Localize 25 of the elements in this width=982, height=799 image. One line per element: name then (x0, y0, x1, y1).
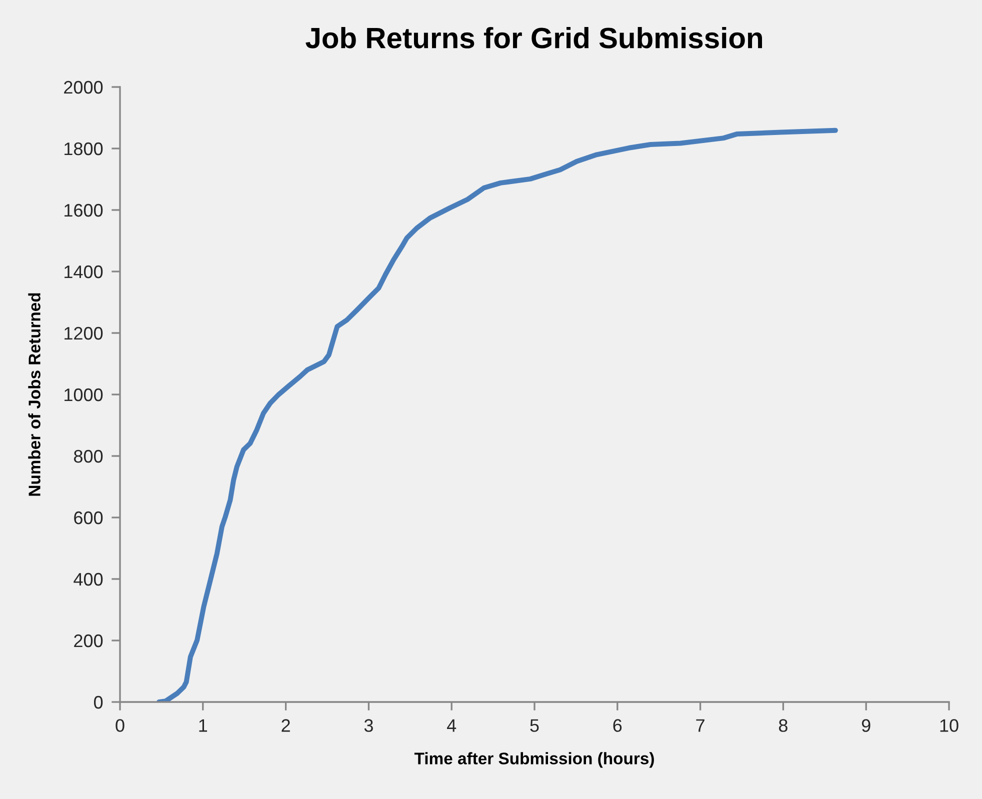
x-tick-label: 1 (199, 719, 208, 732)
y-tick-label: 1200 (64, 326, 103, 340)
x-tick-label: 5 (530, 719, 539, 732)
y-tick-label: 200 (74, 634, 103, 648)
y-tick-label: 1800 (64, 142, 103, 156)
y-tick-label: 600 (74, 511, 103, 524)
y-tick-label: 800 (74, 450, 103, 463)
x-tick-label: 6 (613, 719, 622, 732)
y-tick-label: 0 (94, 696, 103, 709)
x-tick-label: 9 (862, 719, 870, 732)
x-tick-label: 0 (116, 719, 124, 732)
y-tick-label: 400 (74, 572, 103, 586)
x-tick-label: 8 (778, 719, 788, 732)
x-tick-label: 3 (364, 719, 373, 732)
x-tick-label: 10 (940, 719, 958, 732)
y-axis-title: Number of Jobs Returned (28, 293, 40, 496)
y-tick-label: 2000 (64, 80, 103, 94)
x-tick-label: 2 (282, 719, 290, 732)
y-tick-label: 1400 (64, 265, 103, 278)
x-tick-label: 4 (446, 719, 456, 732)
y-tick-label: 1600 (64, 204, 103, 217)
x-tick-label: 7 (696, 719, 704, 732)
x-axis-title: Time after Submission (hours) (414, 752, 654, 768)
chart-title: Job Returns for Grid Submission (306, 26, 762, 48)
y-tick-label: 1000 (64, 388, 103, 402)
